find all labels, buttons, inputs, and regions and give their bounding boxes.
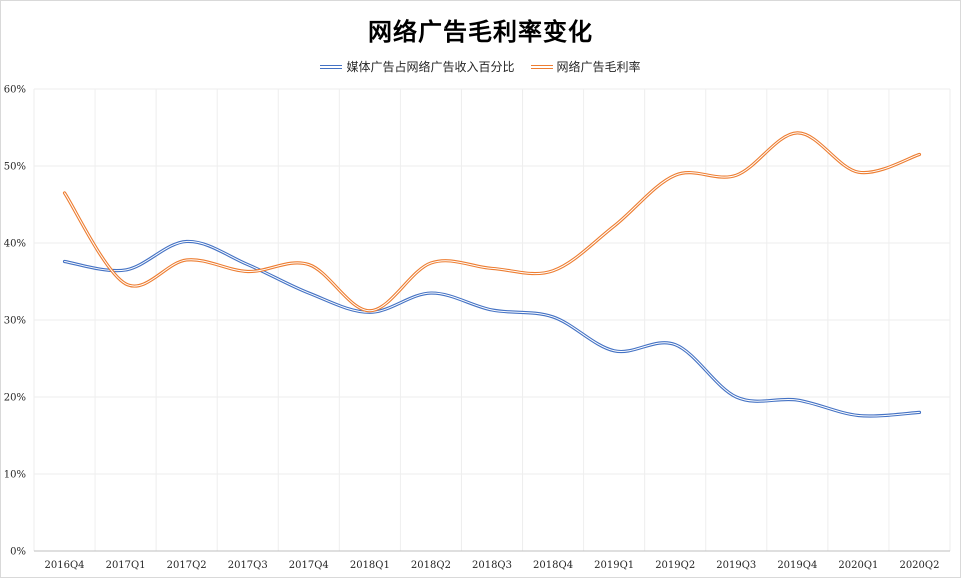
y-tick-label: 40% — [4, 239, 26, 250]
legend-label-gross-margin: 网络广告毛利率 — [556, 60, 641, 74]
chart-title: 网络广告毛利率变化 — [368, 18, 593, 46]
x-tick-label: 2019Q1 — [594, 560, 634, 571]
series-line-gross-margin-core — [64, 132, 920, 312]
x-tick-label: 2020Q1 — [838, 560, 878, 571]
y-tick-label: 0% — [10, 547, 26, 558]
legend-label-media-share: 媒体广告占网络广告收入百分比 — [346, 60, 515, 74]
x-tick-label: 2017Q2 — [167, 560, 207, 571]
x-tick-label: 2019Q3 — [716, 560, 756, 571]
x-tick-label: 2018Q1 — [350, 560, 390, 571]
x-tick-label: 2017Q3 — [228, 560, 268, 571]
legend-swatch-gross-margin — [530, 64, 553, 69]
series-line-gross-margin — [62, 131, 922, 313]
x-tick-label: 2017Q1 — [106, 560, 146, 571]
y-tick-label: 30% — [4, 316, 26, 327]
y-tick-label: 60% — [4, 85, 26, 96]
series-line-media-share-core — [64, 240, 920, 417]
legend-swatch-media-share — [320, 64, 343, 69]
y-tick-label: 50% — [4, 162, 26, 173]
x-tick-label: 2018Q3 — [472, 560, 512, 571]
x-tick-label: 2019Q4 — [777, 560, 817, 571]
legend-item-gross-margin: 网络广告毛利率 — [530, 58, 641, 75]
x-tick-label: 2017Q4 — [289, 560, 329, 571]
legend-item-media-share: 媒体广告占网络广告收入百分比 — [320, 58, 515, 75]
y-tick-label: 10% — [4, 470, 26, 481]
x-tick-label: 2016Q4 — [45, 560, 85, 571]
y-tick-label: 20% — [4, 393, 26, 404]
x-tick-label: 2019Q2 — [655, 560, 695, 571]
x-tick-label: 2018Q2 — [411, 560, 451, 571]
legend: 媒体广告占网络广告收入百分比 网络广告毛利率 — [0, 58, 961, 75]
x-tick-label: 2020Q2 — [899, 560, 939, 571]
x-tick-label: 2018Q4 — [533, 560, 573, 571]
